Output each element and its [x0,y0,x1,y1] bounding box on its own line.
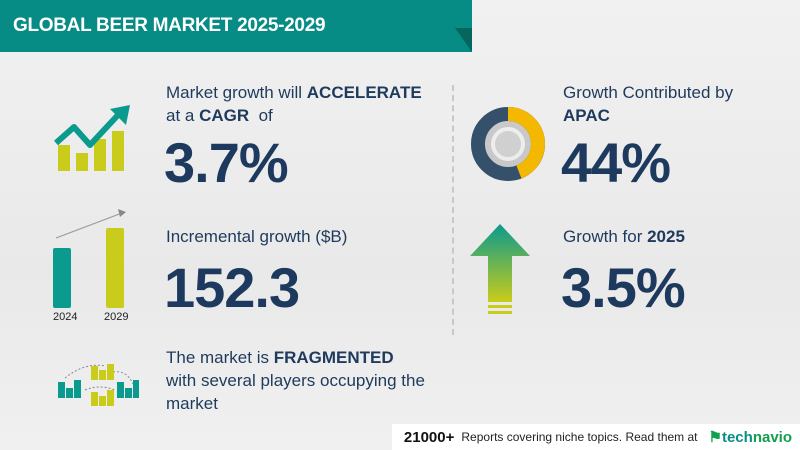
growth-year-value: 3.5% [561,256,686,319]
page-title: GLOBAL BEER MARKET 2025-2029 [13,15,326,36]
region-label: Growth Contributed by APAC [563,83,734,125]
footer-text: Reports covering niche topics. Read them… [461,430,698,444]
technavio-logo[interactable]: ⚑technavio [708,429,792,446]
buildings-network-icon [58,364,139,406]
section-divider [452,85,454,335]
report-count: 21000+ [403,428,455,446]
logo-flag-icon: ⚑ [708,429,722,446]
bar-2029 [106,228,124,308]
growth-year-label: Growth for 2025 [563,227,685,246]
year-label: 2024 [53,311,78,323]
growth-chart-icon [54,105,130,171]
incremental-label: Incremental growth ($B) [166,227,348,246]
footer-bar: 21000+ Reports covering niche topics. Re… [391,424,800,450]
banner-fold [455,28,472,52]
region-donut-icon [471,107,545,181]
cagr-value: 3.7% [164,131,289,194]
up-arrow-icon [470,224,530,314]
incremental-value: 152.3 [164,256,300,319]
year-label: 2029 [104,311,129,323]
bar-2024 [53,248,71,308]
fragmented-label: The market is FRAGMENTED with several pl… [166,348,425,413]
title-banner [0,0,472,52]
cagr-label: Market growth will ACCELERATE at a CAGR … [166,83,422,125]
incremental-bars-icon [53,209,126,308]
region-value: 44% [561,131,671,194]
apac-slice [471,107,545,181]
